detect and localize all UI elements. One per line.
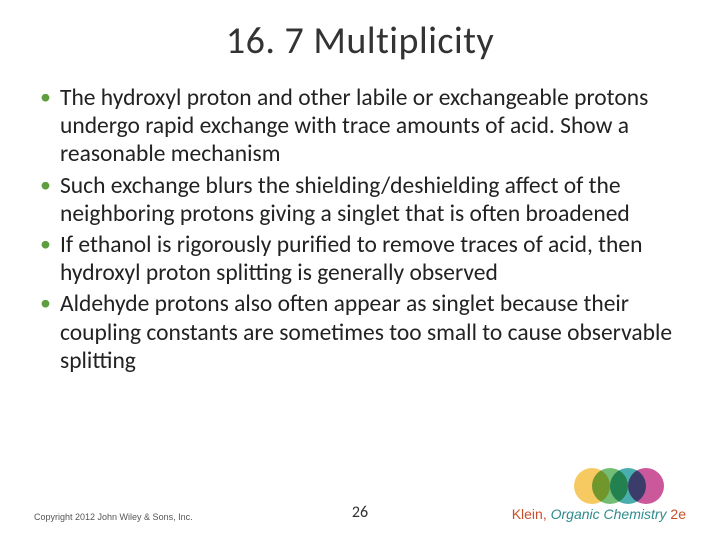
slide-title: 16. 7 Multiplicity: [34, 18, 686, 64]
copyright-text: Copyright 2012 John Wiley & Sons, Inc.: [34, 512, 193, 522]
bullet-item: Such exchange blurs the shielding/deshie…: [34, 172, 686, 228]
slide-footer: Copyright 2012 John Wiley & Sons, Inc. 2…: [0, 488, 720, 528]
bullet-item: Aldehyde protons also often appear as si…: [34, 290, 686, 375]
book-title: Organic Chemistry: [551, 506, 671, 522]
bullet-item: If ethanol is rigorously purified to rem…: [34, 231, 686, 287]
book-edition: 2e: [670, 506, 686, 522]
book-reference: Klein, Organic Chemistry 2e: [512, 506, 686, 522]
bullet-item: The hydroxyl proton and other labile or …: [34, 84, 686, 169]
book-author: Klein,: [512, 506, 551, 522]
bullet-list: The hydroxyl proton and other labile or …: [34, 84, 686, 375]
page-number: 26: [352, 503, 368, 522]
slide: 16. 7 Multiplicity The hydroxyl proton a…: [0, 0, 720, 540]
